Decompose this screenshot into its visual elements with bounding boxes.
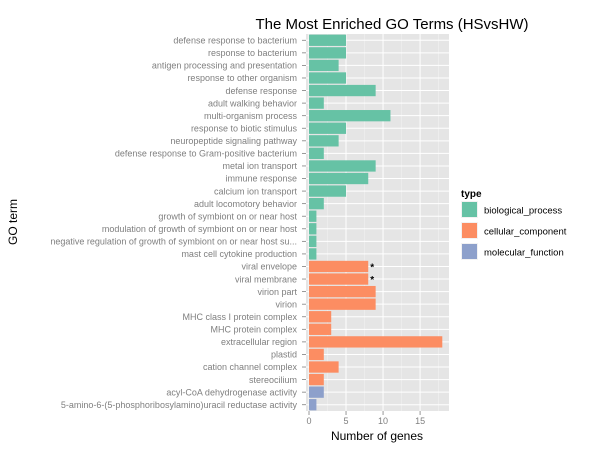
y-tick-label: neuropeptide signaling pathway <box>170 136 297 146</box>
bar <box>309 235 317 248</box>
y-tick-label: MHC class I protein complex <box>182 312 297 322</box>
bar <box>309 361 339 373</box>
x-tick-label: 15 <box>415 416 425 426</box>
y-tick-label: extracellular region <box>221 337 297 347</box>
y-tick-label: defense response <box>225 86 297 96</box>
bar <box>309 185 347 197</box>
bar <box>309 34 347 46</box>
bar <box>309 336 443 348</box>
y-tick-label: adult walking behavior <box>208 98 297 108</box>
y-tick-label: mast cell cytokine production <box>181 249 297 259</box>
bar <box>309 122 347 134</box>
y-tick-label: 5-amino-6-(5-phosphoribosylamino)uracil … <box>61 400 298 410</box>
legend-label: molecular_function <box>484 248 564 259</box>
plot-panel <box>306 34 449 411</box>
y-axis-title: GO term <box>6 199 20 245</box>
legend-swatch <box>462 244 477 259</box>
bar <box>309 260 369 273</box>
bar <box>309 285 376 298</box>
bar <box>309 223 317 235</box>
y-tick-label: virion <box>275 299 297 309</box>
y-tick-label: plastid <box>271 350 297 360</box>
y-tick-label: immune response <box>225 174 297 184</box>
y-tick-label: response to other organism <box>187 73 297 83</box>
y-tick-label: response to biotic stimulus <box>191 123 298 133</box>
bar <box>309 373 324 386</box>
y-tick-label: calcium ion transport <box>214 186 298 196</box>
legend-swatch <box>462 223 477 238</box>
bar <box>309 273 369 285</box>
bar <box>309 210 317 222</box>
y-tick-label: metal ion transport <box>222 161 297 171</box>
y-tick-label: response to bacterium <box>208 48 297 58</box>
y-tick-label: negative regulation of growth of symbion… <box>50 237 297 247</box>
bar <box>309 348 324 361</box>
y-tick-label: growth of symbiont on or near host <box>158 211 297 221</box>
y-tick-label: acyl-CoA dehydrogenase activity <box>166 387 297 397</box>
bar <box>309 135 339 147</box>
legend-swatch <box>462 202 477 217</box>
bars-group <box>309 34 443 411</box>
bar <box>309 72 347 84</box>
bar <box>309 399 317 411</box>
bar <box>309 59 339 72</box>
y-tick-label: viral envelope <box>241 262 297 272</box>
legend: type biological_process cellular_componen… <box>461 189 567 260</box>
bar <box>309 298 376 310</box>
y-tick-label: virion part <box>257 287 297 297</box>
legend-title: type <box>461 189 482 200</box>
x-tick-label: 0 <box>306 416 311 426</box>
y-tick-label: multi-organism process <box>204 111 298 121</box>
legend-items: biological_process cellular_componentmole… <box>461 201 567 260</box>
x-tick-label: 10 <box>378 416 388 426</box>
bar <box>309 110 391 122</box>
x-axis-title: Number of genes <box>331 429 423 443</box>
significance-marks: ** <box>370 262 374 286</box>
legend-label: biological_process <box>484 206 562 217</box>
significance-mark: * <box>370 262 374 273</box>
chart-title: The Most Enriched GO Terms (HSvsHW) <box>255 16 528 33</box>
bar <box>309 386 324 398</box>
bar <box>309 147 324 160</box>
x-tick-label: 5 <box>344 416 349 426</box>
bar <box>309 97 324 109</box>
y-tick-label: cation channel complex <box>203 362 298 372</box>
y-tick-label: MHC protein complex <box>210 325 297 335</box>
bar <box>309 323 332 335</box>
x-tick-labels: 0 5 10 15 <box>306 411 425 426</box>
bar <box>309 160 376 172</box>
bar <box>309 47 347 59</box>
bar <box>309 311 332 323</box>
y-tick-label: stereocilium <box>249 375 297 385</box>
y-tick-label: defense response to Gram-positive bacter… <box>115 149 297 159</box>
significance-mark: * <box>370 275 374 286</box>
bar <box>309 84 376 97</box>
y-tick-label: modulation of growth of symbiont on or n… <box>102 224 298 234</box>
bar <box>309 248 317 260</box>
y-tick-label: adult locomotory behavior <box>194 199 297 209</box>
y-tick-label: defense response to bacterium <box>173 35 297 45</box>
legend-label: cellular_component <box>484 227 567 238</box>
bar <box>309 172 369 185</box>
y-tick-labels: defense response to bacterium response to… <box>50 35 306 410</box>
bar <box>309 197 324 210</box>
y-tick-label: antigen processing and presentation <box>152 61 297 71</box>
y-tick-label: viral membrane <box>235 274 297 284</box>
